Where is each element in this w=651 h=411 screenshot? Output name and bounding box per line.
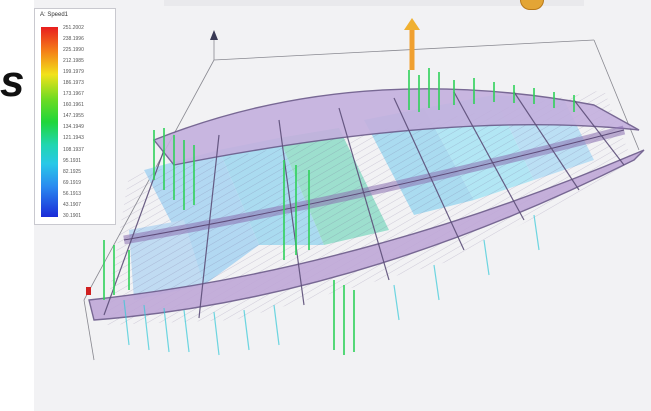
legend-value: 160.1961 <box>63 102 84 109</box>
color-legend: A: Speed1 251.2002 238.1996 225.1990 212… <box>34 8 116 225</box>
force-arrow-icon <box>404 18 420 70</box>
legend-value: 30.1901 <box>63 212 82 219</box>
legend-title: A: Speed1 <box>40 12 69 18</box>
legend-value: 147.1955 <box>63 113 84 120</box>
legend-value: 199.1979 <box>63 69 84 76</box>
panel-hatching <box>104 90 634 325</box>
legend-value: 43.1907 <box>63 201 82 208</box>
legend-value: 82.1925 <box>63 168 82 175</box>
legend-value: 238.1996 <box>63 36 84 43</box>
legend-value: 251.2002 <box>63 25 84 31</box>
legend-value: 212.1985 <box>63 58 84 65</box>
legend-value: 186.1973 <box>63 80 84 87</box>
legend-value: 134.1949 <box>63 124 84 131</box>
inner-arc-frame <box>88 149 645 321</box>
legend-values: 251.2002 238.1996 225.1990 212.1985 199.… <box>63 25 113 220</box>
corner-marker <box>86 287 91 295</box>
radial-ribs <box>103 91 625 319</box>
legend-color-bar <box>41 27 58 217</box>
legend-value: 95.1931 <box>63 157 82 164</box>
velocity-vectors-green <box>103 68 575 355</box>
viewport-top-strip <box>164 0 584 6</box>
legend-value: 173.1967 <box>63 91 84 98</box>
outer-arc-frame <box>152 88 640 166</box>
legend-value: 108.1937 <box>63 146 84 153</box>
axis-arrow-icon <box>210 30 218 40</box>
fea-3d-viewport[interactable]: A: Speed1 251.2002 238.1996 225.1990 212… <box>34 0 651 411</box>
legend-value: 56.1913 <box>63 190 82 197</box>
legend-value: 69.1919 <box>63 179 82 186</box>
structure-model-render <box>83 18 645 361</box>
velocity-vectors-cyan <box>123 214 540 356</box>
side-caption-letter: s <box>0 57 25 106</box>
legend-value: 121.1943 <box>63 135 84 142</box>
legend-value: 225.1990 <box>63 47 84 54</box>
